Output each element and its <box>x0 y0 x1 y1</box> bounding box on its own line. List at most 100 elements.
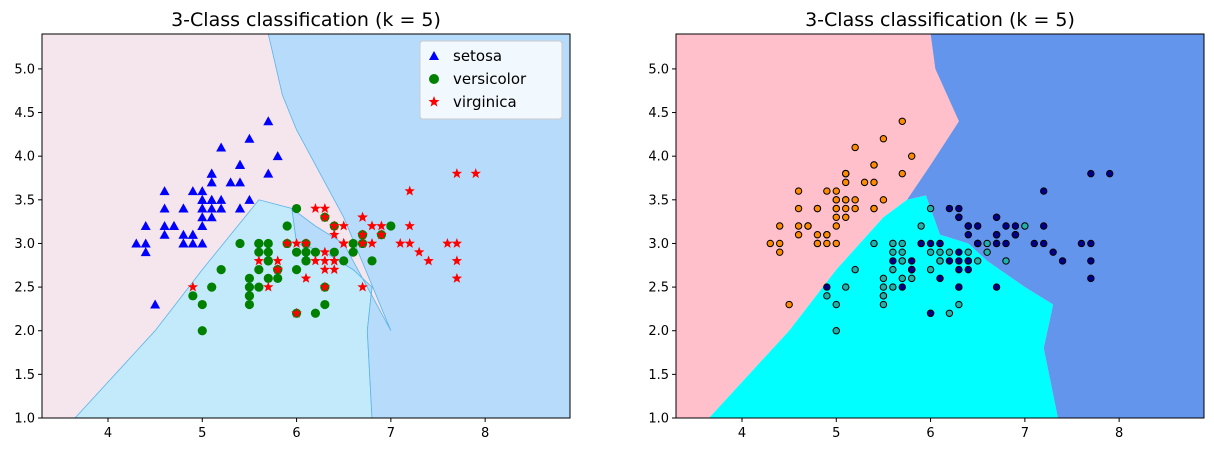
right-point-virginica-19 <box>926 309 935 317</box>
left-point-virginica-38 <box>291 238 302 248</box>
right-point-setosa-14 <box>908 152 916 160</box>
right-point-setosa-49 <box>832 213 840 221</box>
left-ytick-label-1.5: 1.5 <box>14 368 35 383</box>
right-point-virginica-48 <box>945 204 954 213</box>
right-ytick-label-4: 4.0 <box>648 150 669 165</box>
left-point-versicolor-33 <box>291 265 302 275</box>
left-point-versicolor-14 <box>254 247 264 257</box>
right-point-virginica-26 <box>945 257 954 265</box>
left-point-virginica-25 <box>404 220 415 231</box>
left-xtick-label-6: 6 <box>292 426 300 441</box>
right-point-virginica-25 <box>1040 222 1048 230</box>
right-point-versicolor-23 <box>936 257 944 265</box>
right-point-virginica-41 <box>1011 231 1020 239</box>
right-point-versicolor-46 <box>898 248 906 256</box>
right-point-versicolor-25 <box>983 239 991 248</box>
right-point-setosa-29 <box>804 222 812 230</box>
right-point-setosa-21 <box>842 178 850 187</box>
left-point-setosa-43 <box>197 194 208 204</box>
left-point-setosa-48 <box>225 177 236 187</box>
left-point-virginica-37 <box>329 229 340 240</box>
right-point-virginica-14 <box>908 257 916 265</box>
right-point-versicolor-4 <box>974 257 982 265</box>
right-point-virginica-3 <box>955 248 963 256</box>
right-point-virginica-18 <box>1087 274 1095 283</box>
left-point-virginica-20 <box>376 220 387 231</box>
right-point-setosa-26 <box>832 204 840 213</box>
right-scatter-points <box>766 117 1114 335</box>
right-point-versicolor-33 <box>926 265 935 274</box>
left-point-setosa-1 <box>187 238 198 248</box>
right-axis-ticks: 4 5 6 7 8 1.0 1.5 2.0 2.5 3.0 3.5 4.0 4.5 5.0 <box>648 62 1123 441</box>
right-point-setosa-30 <box>813 231 822 239</box>
left-point-setosa-45 <box>178 238 189 248</box>
left-point-setosa-46 <box>206 168 217 178</box>
right-point-versicolor-3 <box>879 300 888 309</box>
right-chart-title: 3-Class classification (k = 5) <box>805 9 1075 31</box>
left-point-setosa-49 <box>197 212 208 222</box>
left-point-setosa-47 <box>159 221 170 230</box>
right-point-setosa-43 <box>832 196 840 204</box>
left-point-setosa-16 <box>235 159 245 169</box>
left-point-setosa-28 <box>216 203 227 213</box>
left-point-virginica-36 <box>319 203 331 213</box>
left-point-versicolor-19 <box>254 282 264 292</box>
right-point-virginica-34 <box>936 274 944 283</box>
right-point-setosa-8 <box>776 248 784 256</box>
left-ytick-label-4: 4.0 <box>14 150 35 165</box>
right-point-virginica-8 <box>992 283 1001 291</box>
right-point-versicolor-35 <box>926 204 935 213</box>
left-point-setosa-24 <box>178 203 189 213</box>
right-point-setosa-28 <box>851 204 859 213</box>
left-point-virginica-13 <box>263 281 274 292</box>
right-ytick-label-1: 1.0 <box>648 412 669 427</box>
right-point-setosa-32 <box>851 143 859 152</box>
right-point-setosa-16 <box>870 161 878 169</box>
right-point-setosa-42 <box>776 222 784 230</box>
right-point-versicolor-34 <box>870 239 878 248</box>
left-point-versicolor-42 <box>273 273 283 283</box>
left-point-virginica-29 <box>404 238 415 248</box>
right-point-setosa-25 <box>832 239 840 248</box>
legend-item-versicolor: versicolor <box>429 70 527 88</box>
left-ytick-label-2.5: 2.5 <box>14 281 35 296</box>
left-point-setosa-38 <box>140 238 151 248</box>
right-point-virginica-47 <box>974 239 982 248</box>
left-point-versicolor-29 <box>263 273 273 283</box>
left-point-versicolor-9 <box>216 265 226 275</box>
right-point-versicolor-47 <box>945 248 954 256</box>
left-point-virginica-19 <box>291 307 302 318</box>
right-point-virginica-9 <box>1040 187 1048 195</box>
left-point-versicolor-13 <box>301 247 311 257</box>
left-point-versicolor-31 <box>244 291 255 301</box>
left-point-setosa-29 <box>169 221 179 230</box>
right-point-versicolor-31 <box>879 292 888 300</box>
left-point-setosa-33 <box>244 133 255 143</box>
left-point-setosa-39 <box>206 203 217 213</box>
left-point-versicolor-20 <box>282 221 292 231</box>
right-ytick-label-2: 2.0 <box>648 324 669 339</box>
left-point-setosa-34 <box>187 229 198 239</box>
right-point-virginica-2 <box>1030 239 1038 248</box>
right-point-setosa-36 <box>879 196 888 204</box>
right-point-setosa-38 <box>776 239 784 248</box>
left-point-versicolor-43 <box>197 299 207 310</box>
left-point-virginica-35 <box>451 238 463 248</box>
left-point-virginica-23 <box>319 264 331 275</box>
right-decision-regions <box>676 34 1204 418</box>
left-point-virginica-32 <box>329 255 340 266</box>
left-point-virginica-26 <box>310 255 321 266</box>
right-point-setosa-46 <box>842 169 850 178</box>
legend-item-virginica: virginica <box>428 93 517 111</box>
left-point-versicolor-35 <box>291 203 302 214</box>
right-region-2 <box>907 34 1204 418</box>
left-point-virginica-17 <box>451 168 463 179</box>
left-point-versicolor-34 <box>235 238 245 249</box>
legend-marker-versicolor <box>429 74 439 84</box>
left-point-virginica-48 <box>310 203 321 213</box>
left-point-virginica-49 <box>281 238 293 248</box>
left-ytick-label-1: 1.0 <box>14 412 35 427</box>
left-point-virginica-9 <box>404 185 415 196</box>
right-xtick-label-4: 4 <box>738 426 746 441</box>
